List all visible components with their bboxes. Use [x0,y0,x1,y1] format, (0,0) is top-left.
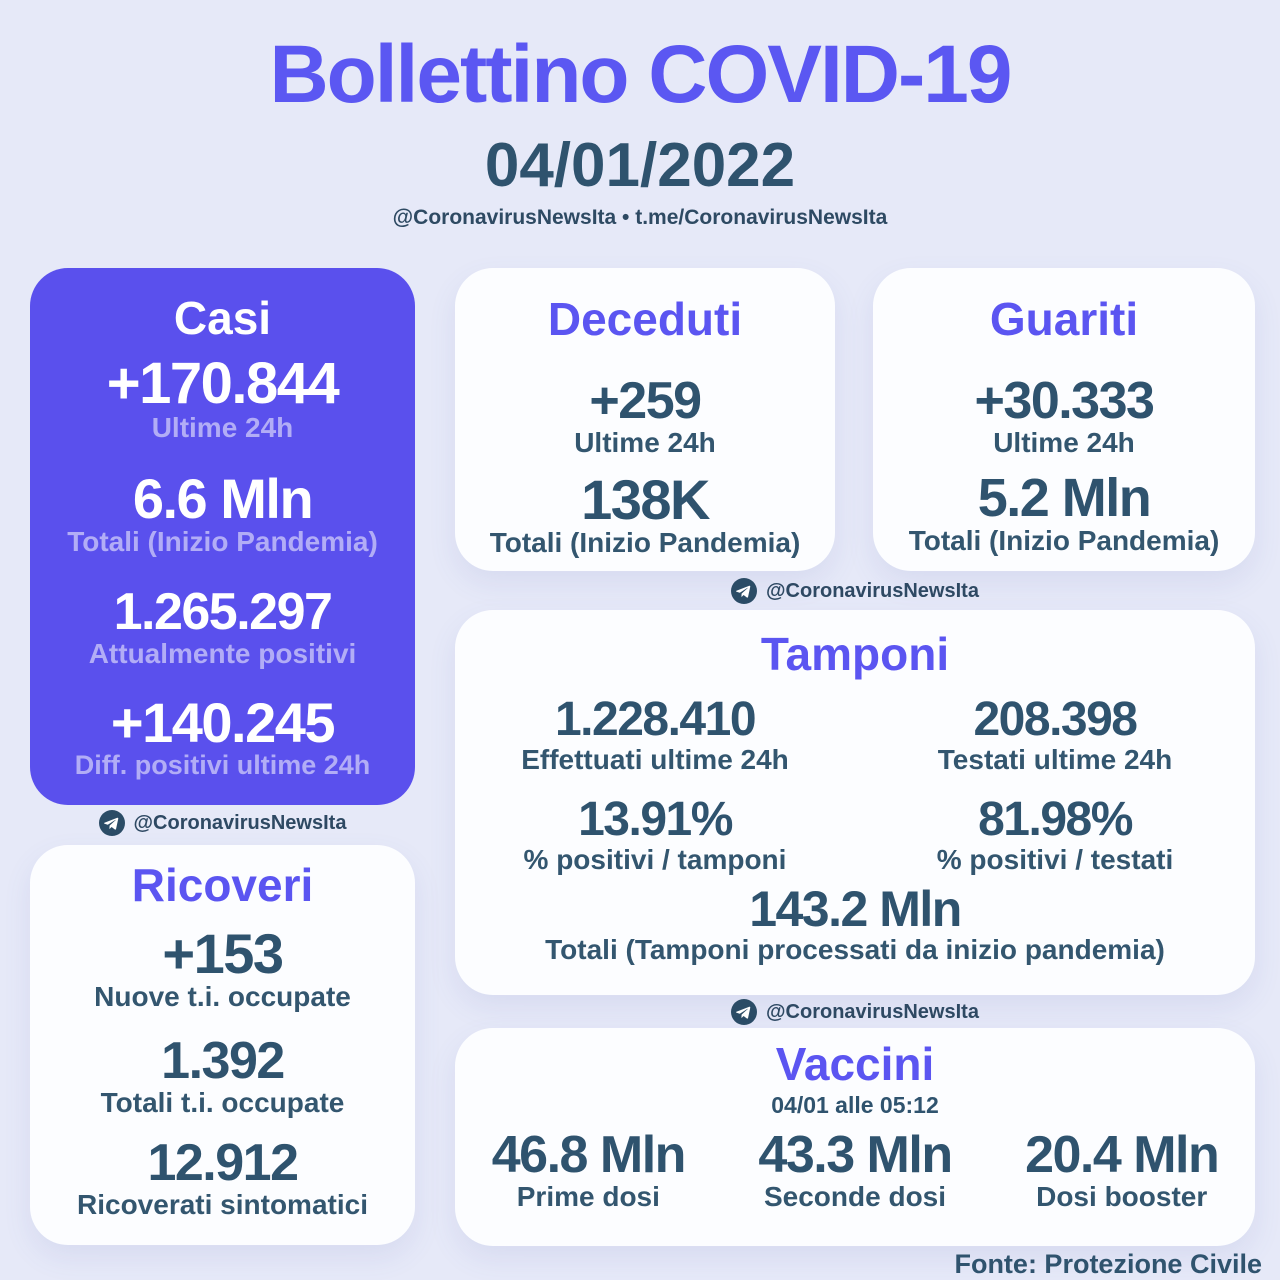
stat-label: Testati ultime 24h [937,744,1173,776]
stat-label: Diff. positivi ultime 24h [74,750,371,781]
telegram-badge: @CoronavirusNewsIta [455,999,1255,1025]
stat-value: 20.4 Mln [1025,1126,1220,1185]
stat-label: Ultime 24h [151,412,294,444]
stat-value: +153 [162,922,284,986]
stat-guariti-new: +30.333 Ultime 24h [873,375,1255,459]
tamponi-row-counts: 1.228.410 Effettuati ultime 24h 208.398 … [455,693,1255,776]
stat-value: 143.2 Mln [749,880,962,937]
stat-casi-new: +170.844 Ultime 24h [30,354,415,444]
stat-label: Dosi booster [1036,1181,1208,1213]
stat-label: Effettuati ultime 24h [521,744,789,776]
card-guariti: Guariti +30.333 Ultime 24h 5.2 Mln Total… [873,268,1255,571]
stat-casi-total: 6.6 Mln Totali (Inizio Pandemia) [30,470,415,558]
stat-value: 1.228.410 [554,693,757,747]
card-casi-title: Casi [173,292,272,344]
stat-value: 81.98% [978,793,1133,847]
stat-vaccini-booster: 20.4 Mln Dosi booster [988,1129,1255,1213]
stat-label: Totali t.i. occupate [100,1087,345,1119]
stat-ricoveri-sintomatici: 12.912 Ricoverati sintomatici [30,1134,415,1221]
stat-casi-positivi: 1.265.297 Attualmente positivi [30,586,415,670]
telegram-handle: @CoronavirusNewsIta [766,1000,979,1023]
stat-vaccini-prime: 46.8 Mln Prime dosi [455,1129,722,1213]
vaccini-timestamp: 04/01 alle 05:12 [771,1092,939,1119]
stat-value: 43.3 Mln [758,1126,953,1185]
telegram-badge: @CoronavirusNewsIta [455,578,1255,604]
stat-value: +170.844 [106,351,340,417]
stat-guariti-total: 5.2 Mln Totali (Inizio Pandemia) [873,471,1255,557]
stat-label: % positivi / tamponi [523,844,787,875]
stat-label: % positivi / testati [936,844,1174,875]
stat-value: 208.398 [973,693,1138,747]
stat-value: 1.265.297 [113,583,333,642]
stat-label: Ultime 24h [993,427,1135,459]
channel-subtitle: @CoronavirusNewsIta • t.me/CoronavirusNe… [392,206,888,229]
page-title: Bollettino COVID-19 [269,29,1012,120]
stat-value: 46.8 Mln [491,1126,687,1185]
stat-tamponi-testati: 208.398 Testati ultime 24h [855,693,1255,776]
card-tamponi-title: Tamponi [760,628,950,680]
card-deceduti: Deceduti +259 Ultime 24h 138K Totali (In… [455,268,835,571]
source-credit: Fonte: Protezione Civile [954,1249,1262,1279]
stat-label: Prime dosi [516,1181,660,1213]
stat-label: Ultime 24h [574,427,716,459]
telegram-badge: @CoronavirusNewsIta [30,810,415,836]
stat-tamponi-effettuati: 1.228.410 Effettuati ultime 24h [455,693,855,776]
card-tamponi: Tamponi 1.228.410 Effettuati ultime 24h … [455,610,1255,995]
telegram-icon [98,810,125,836]
card-vaccini: Vaccini 04/01 alle 05:12 46.8 Mln Prime … [455,1028,1255,1246]
card-deceduti-title: Deceduti [547,293,743,345]
bulletin-date: 04/01/2022 [484,131,796,200]
stat-ricoveri-total-ti: 1.392 Totali t.i. occupate [30,1035,415,1119]
telegram-handle: @CoronavirusNewsIta [766,579,979,602]
card-vaccini-title: Vaccini [775,1038,935,1090]
stat-label: Totali (Inizio Pandemia) [489,527,801,559]
stat-casi-diff: +140.245 Diff. positivi ultime 24h [30,694,415,781]
stat-value: 1.392 [161,1032,285,1091]
stat-vaccini-seconde: 43.3 Mln Seconde dosi [722,1129,989,1213]
telegram-handle: @CoronavirusNewsIta [133,811,347,834]
vaccini-row: 46.8 Mln Prime dosi 43.3 Mln Seconde dos… [455,1129,1255,1213]
stat-deceduti-total: 138K Totali (Inizio Pandemia) [455,471,835,559]
stat-label: Seconde dosi [763,1181,947,1213]
stat-value: 12.912 [147,1134,299,1193]
tamponi-row-percent: 13.91% % positivi / tamponi 81.98% % pos… [455,793,1255,876]
card-guariti-title: Guariti [989,293,1139,345]
stat-value: +259 [589,372,702,431]
stat-label: Totali (Inizio Pandemia) [908,525,1220,557]
stat-deceduti-new: +259 Ultime 24h [455,375,835,459]
stat-value: 5.2 Mln [977,468,1152,529]
telegram-icon [731,999,758,1025]
stat-label: Ricoverati sintomatici [77,1189,368,1221]
card-ricoveri: Ricoveri +153 Nuove t.i. occupate 1.392 … [30,845,415,1245]
stat-label: Nuove t.i. occupate [94,981,351,1013]
card-casi: Casi +170.844 Ultime 24h 6.6 Mln Totali … [30,268,415,805]
stat-value: +30.333 [974,372,1155,431]
stat-value: 6.6 Mln [132,467,314,531]
stat-label: Totali (Tamponi processati da inizio pan… [545,933,1165,965]
telegram-icon [731,578,758,604]
stat-value: +140.245 [110,690,336,754]
stat-label: Totali (Inizio Pandemia) [67,526,378,558]
card-ricoveri-title: Ricoveri [131,859,314,911]
stat-tamponi-perc-testati: 81.98% % positivi / testati [855,793,1255,876]
stat-tamponi-total: 143.2 Mln Totali (Tamponi processati da … [455,880,1255,966]
stat-value: 13.91% [578,793,733,847]
stat-label: Attualmente positivi [88,638,357,670]
stat-ricoveri-new-ti: +153 Nuove t.i. occupate [30,925,415,1013]
stat-tamponi-perc-tamponi: 13.91% % positivi / tamponi [455,793,855,876]
stat-value: 138K [581,468,710,532]
